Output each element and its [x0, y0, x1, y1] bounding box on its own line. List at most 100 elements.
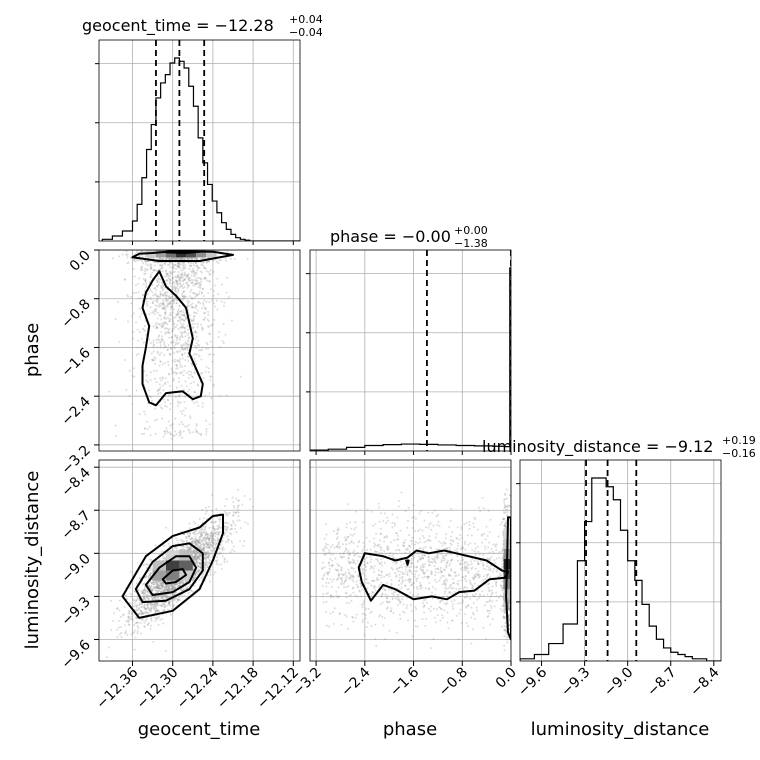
- scatter-point: [188, 535, 191, 538]
- scatter-point: [382, 586, 385, 589]
- scatter-point: [177, 264, 180, 267]
- scatter-point: [165, 587, 168, 590]
- scatter-point: [197, 554, 200, 557]
- scatter-point: [484, 568, 487, 571]
- scatter-point: [190, 306, 193, 309]
- scatter-point: [181, 298, 184, 301]
- scatter-point: [160, 406, 163, 409]
- scatter-point: [198, 517, 201, 520]
- scatter-point: [117, 619, 120, 622]
- scatter-point: [147, 623, 150, 626]
- scatter-point: [140, 632, 143, 635]
- scatter-point: [136, 259, 139, 262]
- scatter-point: [186, 425, 189, 428]
- contour-1: [165, 250, 201, 254]
- scatter-point: [436, 523, 439, 526]
- scatter-point: [202, 525, 205, 528]
- scatter-point: [144, 591, 147, 594]
- scatter-point: [182, 309, 185, 312]
- scatter-point: [201, 548, 204, 551]
- scatter-point: [321, 585, 324, 588]
- scatter-point: [160, 585, 163, 588]
- scatter-point: [413, 556, 416, 559]
- scatter-point: [130, 295, 133, 298]
- scatter-point: [178, 278, 181, 281]
- scatter-point: [209, 288, 212, 291]
- scatter-point: [136, 328, 139, 331]
- scatter-point: [193, 322, 196, 325]
- scatter-point: [188, 279, 191, 282]
- scatter-point: [157, 584, 160, 587]
- scatter-point: [211, 533, 214, 536]
- scatter-point: [150, 266, 153, 269]
- scatter-point: [169, 306, 172, 309]
- scatter-point: [446, 579, 449, 582]
- scatter-point: [180, 538, 183, 541]
- scatter-point: [151, 283, 154, 286]
- scatter-point: [224, 528, 227, 531]
- scatter-point: [197, 556, 200, 559]
- scatter-point: [197, 300, 200, 303]
- scatter-point: [397, 505, 400, 508]
- scatter-point: [149, 306, 152, 309]
- scatter-point: [174, 597, 177, 600]
- scatter-point: [145, 260, 148, 263]
- scatter-point: [204, 536, 207, 539]
- scatter-point: [188, 264, 191, 267]
- scatter-point: [208, 547, 211, 550]
- scatter-point: [195, 552, 198, 555]
- scatter-point: [156, 583, 159, 586]
- scatter-point: [176, 364, 179, 367]
- scatter-point: [217, 527, 220, 530]
- scatter-point: [116, 607, 119, 610]
- scatter-point: [428, 523, 431, 526]
- scatter-point: [155, 586, 158, 589]
- scatter-point: [229, 551, 232, 554]
- scatter-point: [470, 560, 473, 563]
- scatter-point: [157, 295, 160, 298]
- scatter-point: [216, 308, 219, 311]
- scatter-point: [164, 382, 167, 385]
- scatter-point: [183, 314, 186, 317]
- scatter-point: [201, 547, 204, 550]
- scatter-point: [212, 539, 215, 542]
- scatter-point: [242, 544, 245, 547]
- scatter-point: [165, 584, 168, 587]
- scatter-point: [195, 272, 198, 275]
- scatter-point: [218, 518, 221, 521]
- scatter-point: [176, 583, 179, 586]
- scatter-point: [129, 618, 132, 621]
- scatter-point: [191, 297, 194, 300]
- scatter-point: [226, 535, 229, 538]
- scatter-point: [501, 565, 504, 568]
- scatter-point: [184, 359, 187, 362]
- scatter-point: [140, 612, 143, 615]
- scatter-point: [137, 612, 140, 615]
- scatter-point: [200, 372, 203, 375]
- scatter-point: [180, 589, 183, 592]
- scatter-point: [160, 379, 163, 382]
- scatter-point: [202, 277, 205, 280]
- scatter-point: [184, 347, 187, 350]
- scatter-point: [203, 553, 206, 556]
- scatter-point: [176, 280, 179, 283]
- scatter-point: [174, 267, 177, 270]
- scatter-point: [150, 582, 153, 585]
- scatter-point: [126, 256, 129, 259]
- scatter-point: [143, 595, 146, 598]
- scatter-point: [164, 586, 167, 589]
- scatter-point: [201, 405, 204, 408]
- scatter-point: [210, 521, 213, 524]
- scatter-point: [142, 563, 145, 566]
- scatter-point: [181, 412, 184, 415]
- scatter-point: [199, 532, 202, 535]
- scatter-point: [186, 347, 189, 350]
- scatter-point: [181, 276, 184, 279]
- scatter-point: [484, 538, 487, 541]
- scatter-point: [173, 593, 176, 596]
- scatter-point: [160, 281, 163, 284]
- scatter-point: [460, 559, 463, 562]
- scatter-point: [210, 534, 213, 537]
- scatter-point: [182, 589, 185, 592]
- scatter-point: [199, 553, 202, 556]
